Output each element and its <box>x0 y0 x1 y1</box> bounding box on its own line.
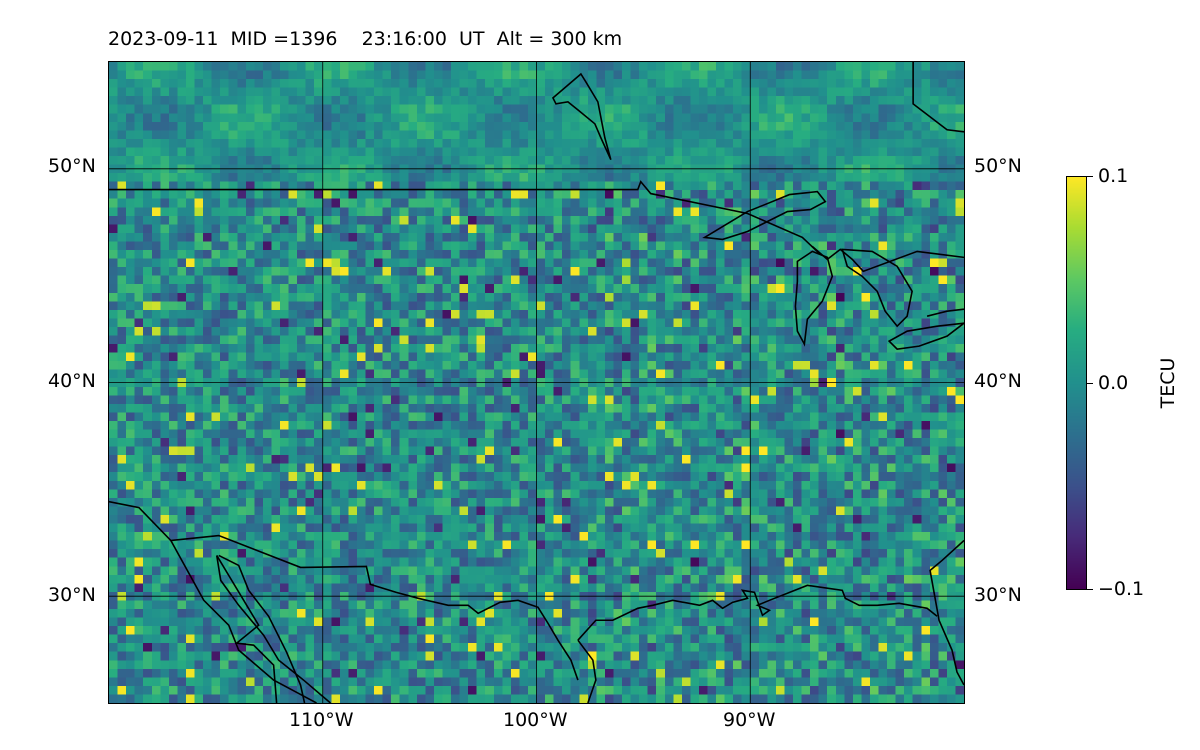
colorbar-label-min: −0.1 <box>1098 578 1145 600</box>
colorbar-tick-min <box>1087 589 1093 590</box>
hudson-bay-coast <box>551 72 612 161</box>
map-panel <box>108 61 965 704</box>
colorbar-title: TECU <box>1157 357 1179 409</box>
lat-label-left-50: 50°N <box>48 155 96 177</box>
lake-superior <box>702 190 827 241</box>
sinaloa-coast <box>218 554 306 703</box>
coastlines-borders <box>109 62 964 703</box>
colorbar-tick-zero <box>1087 383 1093 384</box>
gulf-coast <box>577 584 938 641</box>
baja-peninsula <box>216 555 278 703</box>
lat-label-right-40: 40°N <box>974 370 1022 392</box>
colorbar-label-zero: 0.0 <box>1098 372 1129 394</box>
lon-label-90w: 90°W <box>723 709 776 731</box>
lon-label-110w: 110°W <box>289 709 354 731</box>
map-overlay <box>109 62 964 703</box>
lake-ontario <box>926 308 964 317</box>
colorbar <box>1066 176 1087 590</box>
colorbar-label-max: 0.1 <box>1098 165 1129 187</box>
baja-coast <box>170 540 317 703</box>
lake-huron <box>841 248 913 328</box>
lake-michigan <box>794 250 834 347</box>
gulf-of-california <box>215 555 331 703</box>
lake-erie <box>887 322 964 350</box>
florida-coast <box>929 539 964 686</box>
colorbar-tick-max <box>1087 176 1093 177</box>
texas-coast <box>577 639 597 703</box>
us-mexico-border <box>109 500 579 681</box>
lon-label-100w: 100°W <box>503 709 568 731</box>
figure-title: 2023-09-11 MID =1396 23:16:00 UT Alt = 3… <box>108 28 623 50</box>
lat-label-left-40: 40°N <box>48 370 96 392</box>
lat-label-right-30: 30°N <box>974 584 1022 606</box>
lat-label-right-50: 50°N <box>974 155 1022 177</box>
graticule <box>109 62 964 703</box>
us-canada-border <box>109 180 964 273</box>
north-coast <box>912 62 964 133</box>
lat-label-left-30: 30°N <box>48 584 96 606</box>
